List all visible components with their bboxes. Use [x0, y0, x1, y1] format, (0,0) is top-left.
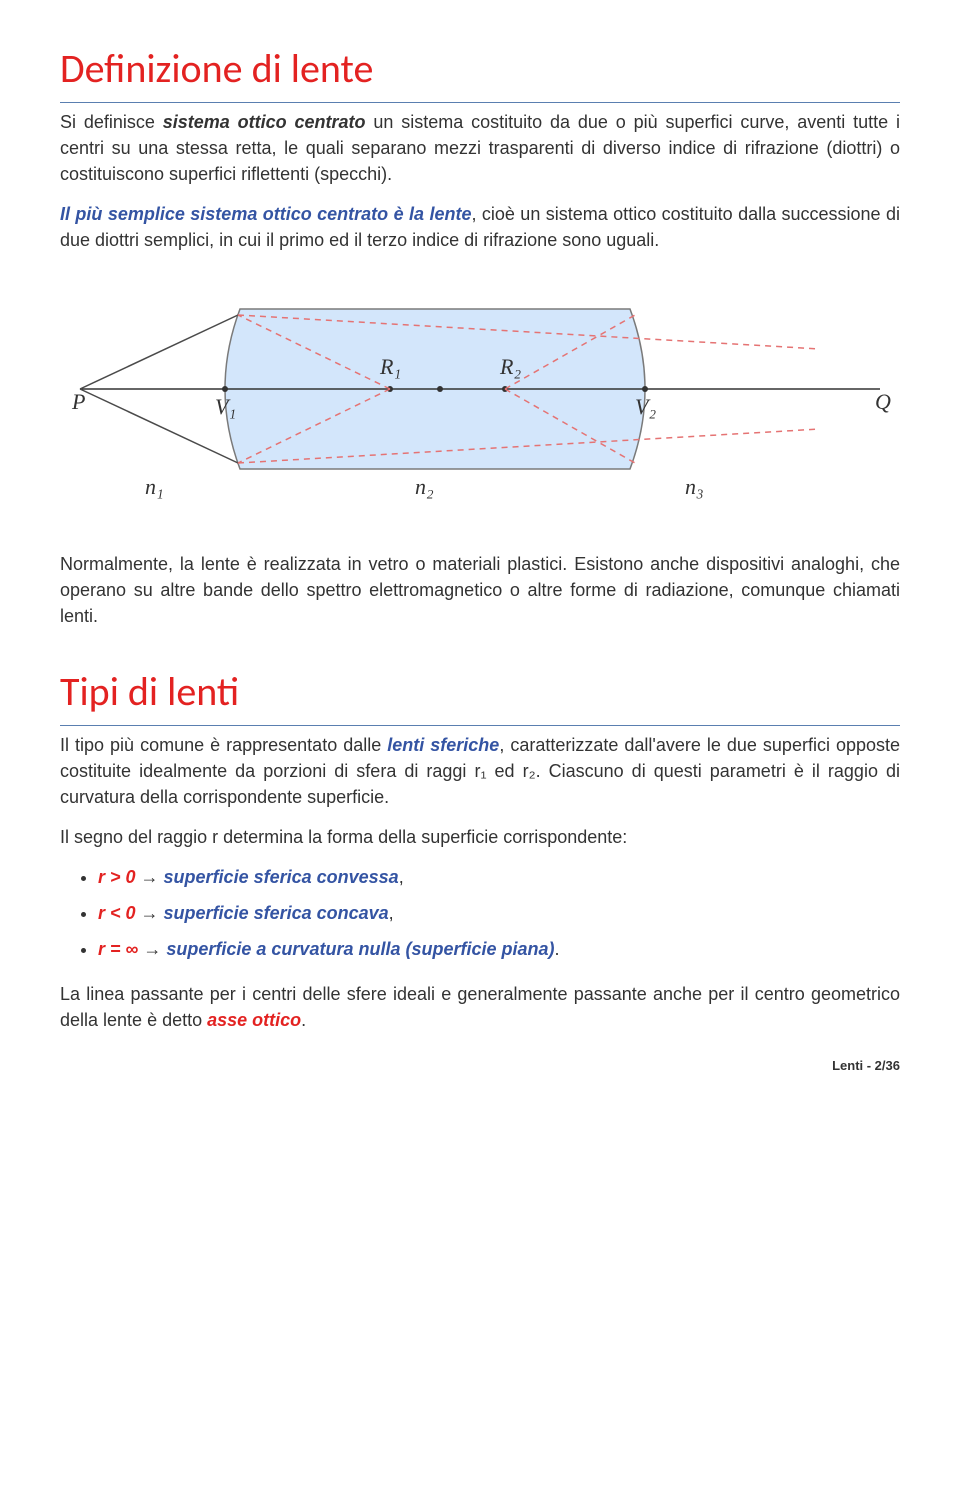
svg-text:V₂: V₂	[635, 394, 656, 419]
rule-item: r = ∞ → superficie a curvatura nulla (su…	[98, 936, 900, 962]
svg-text:R₂: R₂	[499, 354, 521, 379]
text: .	[301, 1010, 306, 1030]
para-def-3: Normalmente, la lente è realizzata in ve…	[60, 551, 900, 629]
term-sistema-ottico: sistema ottico centrato	[163, 112, 366, 132]
section-title-definizione: Definizione di lente	[60, 40, 900, 103]
term-asse-ottico: asse ottico	[207, 1010, 301, 1030]
term-lente: Il più semplice sistema ottico centrato …	[60, 204, 471, 224]
rules-list: r > 0 → superficie sferica convessa, r < …	[60, 864, 900, 962]
svg-text:Q: Q	[875, 389, 891, 414]
svg-text:n₂: n₂	[415, 474, 434, 499]
svg-text:P: P	[71, 389, 85, 414]
para-def-2: Il più semplice sistema ottico centrato …	[60, 201, 900, 253]
para-tipi-3: La linea passante per i centri delle sfe…	[60, 981, 900, 1033]
section-title-tipi: Tipi di lenti	[60, 663, 900, 726]
rule-item: r < 0 → superficie sferica concava,	[98, 900, 900, 926]
para-def-1: Si definisce sistema ottico centrato un …	[60, 109, 900, 187]
lens-diagram: P V₁ R₁ R₂ V₂ Q n₁ n₂ n₃	[60, 279, 900, 516]
para-tipi-2: Il segno del raggio r determina la forma…	[60, 824, 900, 850]
svg-text:R₁: R₁	[379, 354, 401, 379]
svg-text:n₃: n₃	[685, 474, 704, 499]
text: Si definisce	[60, 112, 163, 132]
rule-item: r > 0 → superficie sferica convessa,	[98, 864, 900, 890]
text: La linea passante per i centri delle sfe…	[60, 984, 900, 1030]
svg-text:n₁: n₁	[145, 474, 164, 499]
para-tipi-1: Il tipo più comune è rappresentato dalle…	[60, 732, 900, 810]
term-lenti-sferiche: lenti sferiche	[387, 735, 499, 755]
page-footer: Lenti - 2/36	[60, 1057, 900, 1076]
svg-text:V₁: V₁	[215, 394, 236, 419]
text: Il tipo più comune è rappresentato dalle	[60, 735, 387, 755]
